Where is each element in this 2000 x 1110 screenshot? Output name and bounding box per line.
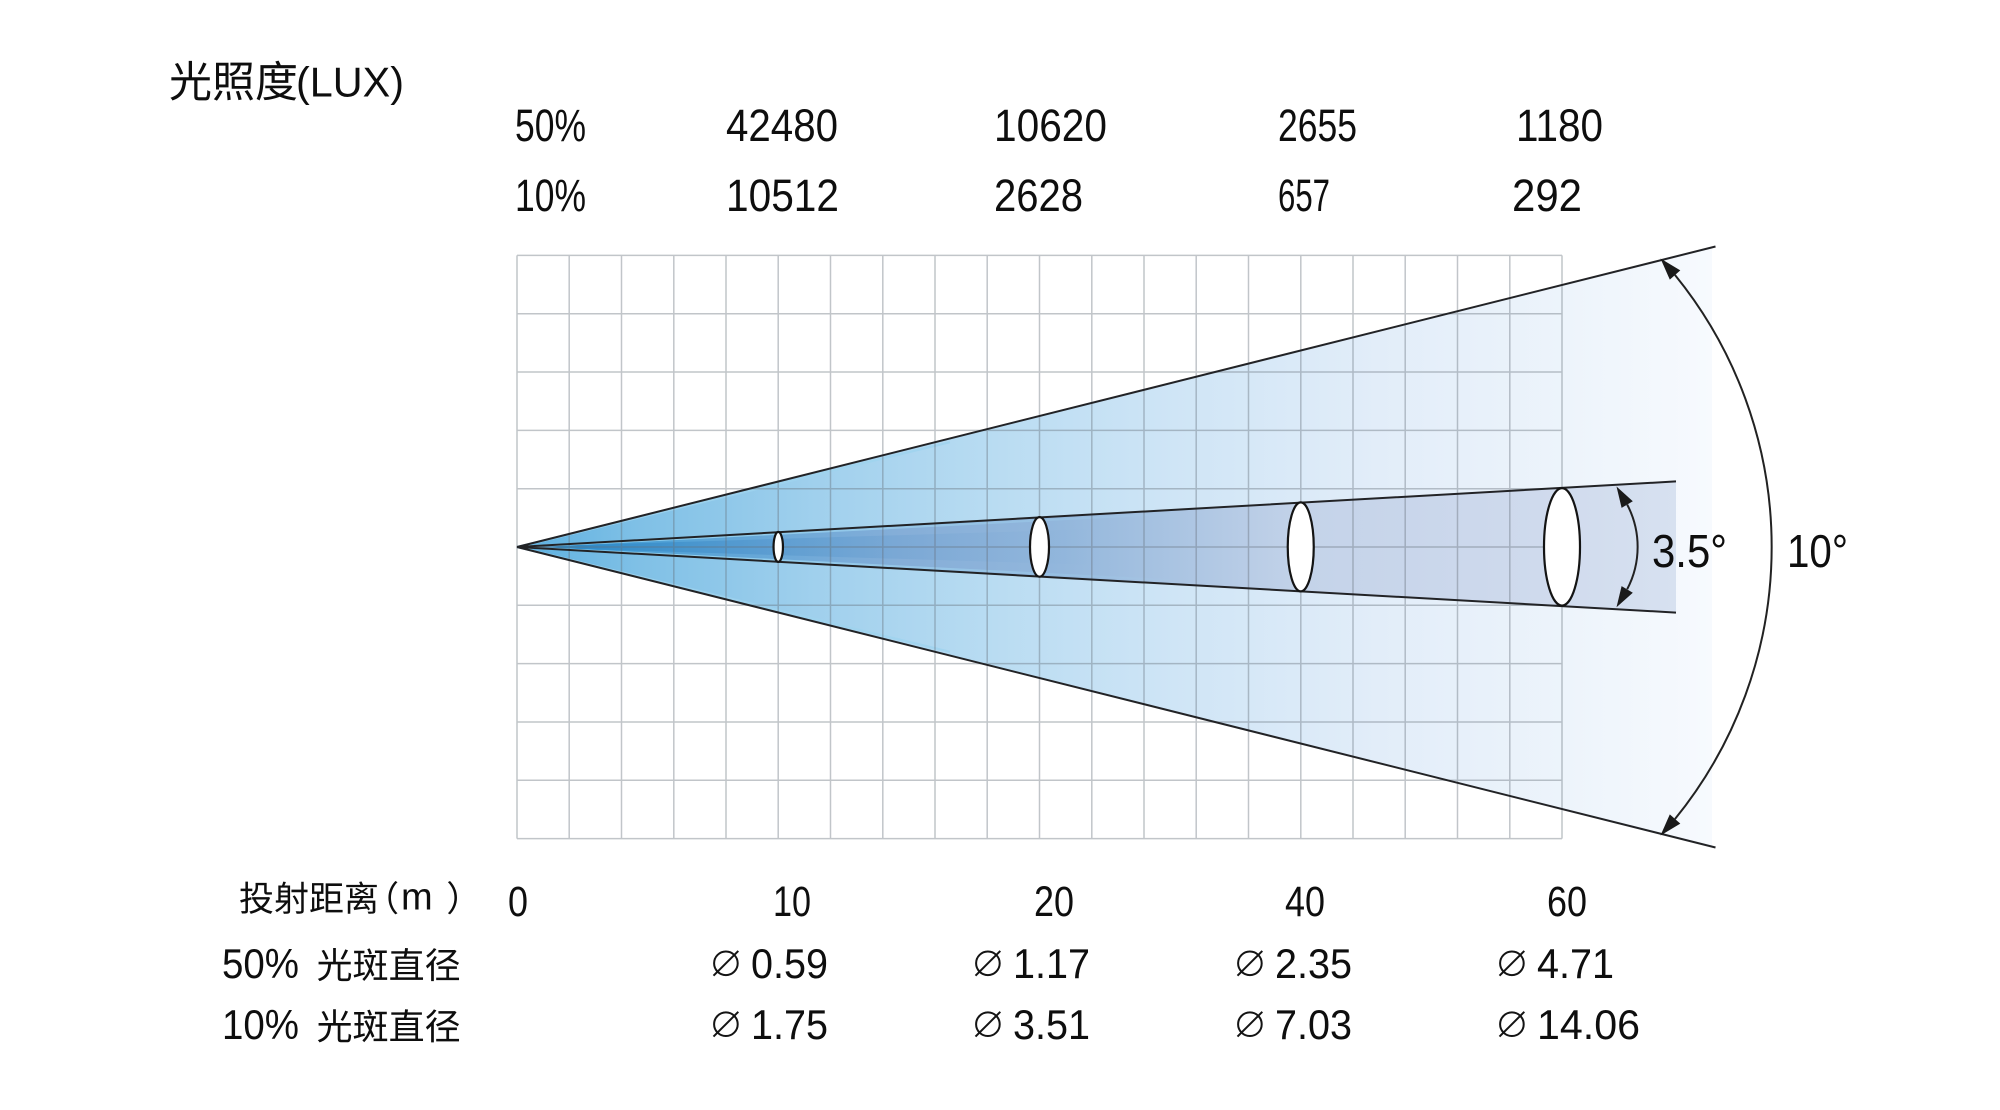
svg-text:3.5°: 3.5° bbox=[1652, 525, 1727, 577]
svg-text:10: 10 bbox=[773, 878, 811, 926]
svg-text:1180: 1180 bbox=[1516, 100, 1603, 151]
svg-text:10°: 10° bbox=[1787, 525, 1848, 577]
svg-text:40: 40 bbox=[1285, 878, 1325, 926]
svg-text:7.03: 7.03 bbox=[1275, 1001, 1352, 1048]
svg-text:2.35: 2.35 bbox=[1275, 940, 1352, 987]
svg-text:1.75: 1.75 bbox=[751, 1001, 828, 1048]
svg-text:10512: 10512 bbox=[726, 170, 839, 221]
svg-text:50%: 50% bbox=[222, 940, 299, 987]
svg-text:(LUX): (LUX) bbox=[296, 59, 404, 106]
svg-text:10%: 10% bbox=[222, 1001, 299, 1048]
svg-text:0.59: 0.59 bbox=[751, 940, 828, 987]
svg-text:m: m bbox=[401, 877, 433, 919]
svg-text:2655: 2655 bbox=[1278, 100, 1357, 151]
svg-text:20: 20 bbox=[1034, 878, 1074, 926]
svg-text:292: 292 bbox=[1512, 170, 1582, 221]
svg-text:3.51: 3.51 bbox=[1013, 1001, 1090, 1048]
svg-text:42480: 42480 bbox=[726, 100, 838, 151]
svg-text:10620: 10620 bbox=[994, 100, 1107, 151]
svg-text:0: 0 bbox=[508, 878, 528, 926]
svg-text:2628: 2628 bbox=[994, 170, 1083, 221]
svg-text:657: 657 bbox=[1278, 170, 1330, 221]
svg-text:4.71: 4.71 bbox=[1537, 940, 1614, 987]
svg-text:60: 60 bbox=[1547, 878, 1587, 926]
svg-text:10%: 10% bbox=[515, 170, 586, 221]
svg-text:50%: 50% bbox=[515, 100, 586, 151]
svg-text:14.06: 14.06 bbox=[1537, 1001, 1640, 1048]
svg-text:1.17: 1.17 bbox=[1013, 940, 1090, 987]
